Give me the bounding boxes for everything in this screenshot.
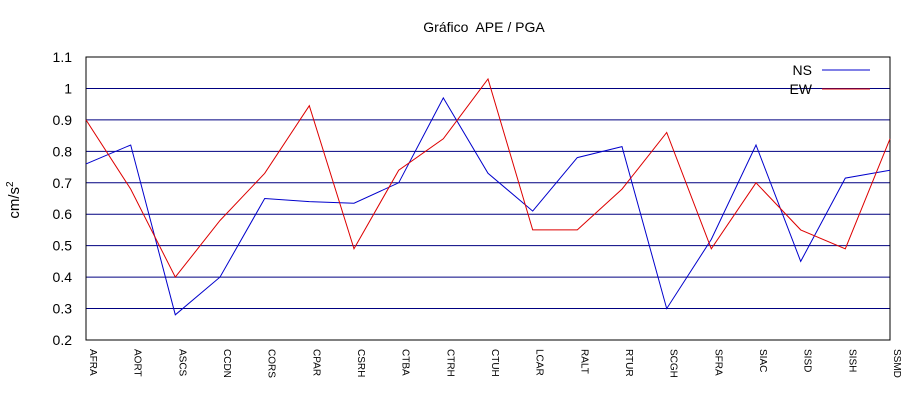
y-tick-label: 0.9	[53, 112, 73, 128]
x-tick-label: CTRH	[444, 349, 455, 377]
x-tick-label: SIAC	[757, 349, 768, 372]
y-axis-label: cm/s2	[5, 181, 23, 219]
y-tick-label: 0.6	[53, 206, 73, 222]
y-tick-label: 0.3	[53, 301, 73, 317]
legend: NS EW	[789, 62, 870, 97]
x-tick-label: SFRA	[712, 349, 723, 376]
x-tick-label: SCGH	[668, 349, 679, 378]
y-tick-label: 1.1	[53, 49, 73, 65]
x-tick-label: CCDN	[221, 349, 232, 378]
x-tick-label: SISD	[802, 349, 813, 372]
x-tick-label: CPAR	[310, 349, 321, 376]
y-tick-label: 0.8	[53, 143, 73, 159]
legend-label-ew: EW	[789, 81, 812, 97]
y-axis-label-exponent: 2	[5, 181, 16, 187]
plot-frame	[85, 56, 891, 341]
y-tick-label: 0.2	[53, 332, 73, 348]
x-tick-label: CTUH	[489, 349, 500, 377]
x-tick-label: AFRA	[87, 349, 98, 376]
x-tick-label: RTUR	[623, 349, 634, 377]
x-tick-label: LCAR	[534, 349, 545, 376]
x-tick-label: RALT	[578, 349, 589, 374]
y-tick-label: 1	[64, 80, 72, 96]
series-lines	[85, 77, 891, 316]
legend-label-ns: NS	[793, 62, 812, 78]
x-axis-tick-labels: AFRA AORT ASCS CCDN CORS CPAR CSRH CTBA CTRH CTUH…	[87, 349, 902, 378]
y-tick-label: 0.7	[53, 175, 73, 191]
x-tick-label: SSMD	[891, 349, 902, 378]
x-tick-label: AORT	[132, 349, 143, 377]
y-tick-label: 0.5	[53, 238, 73, 254]
x-tick-label: SISH	[846, 349, 857, 372]
chart-title: Gráfico APE / PGA	[423, 19, 545, 35]
x-tick-label: CSRH	[355, 349, 366, 377]
x-tick-label: CORS	[266, 349, 277, 378]
y-tick-label: 0.4	[53, 269, 73, 285]
x-tick-label: CTBA	[400, 349, 411, 376]
y-axis-tick-labels: 0.2 0.3 0.4 0.5 0.6 0.7 0.8 0.9 1 1.1	[53, 49, 73, 348]
x-tick-label: ASCS	[176, 349, 187, 377]
y-axis-label-unit: cm/s	[6, 187, 23, 219]
